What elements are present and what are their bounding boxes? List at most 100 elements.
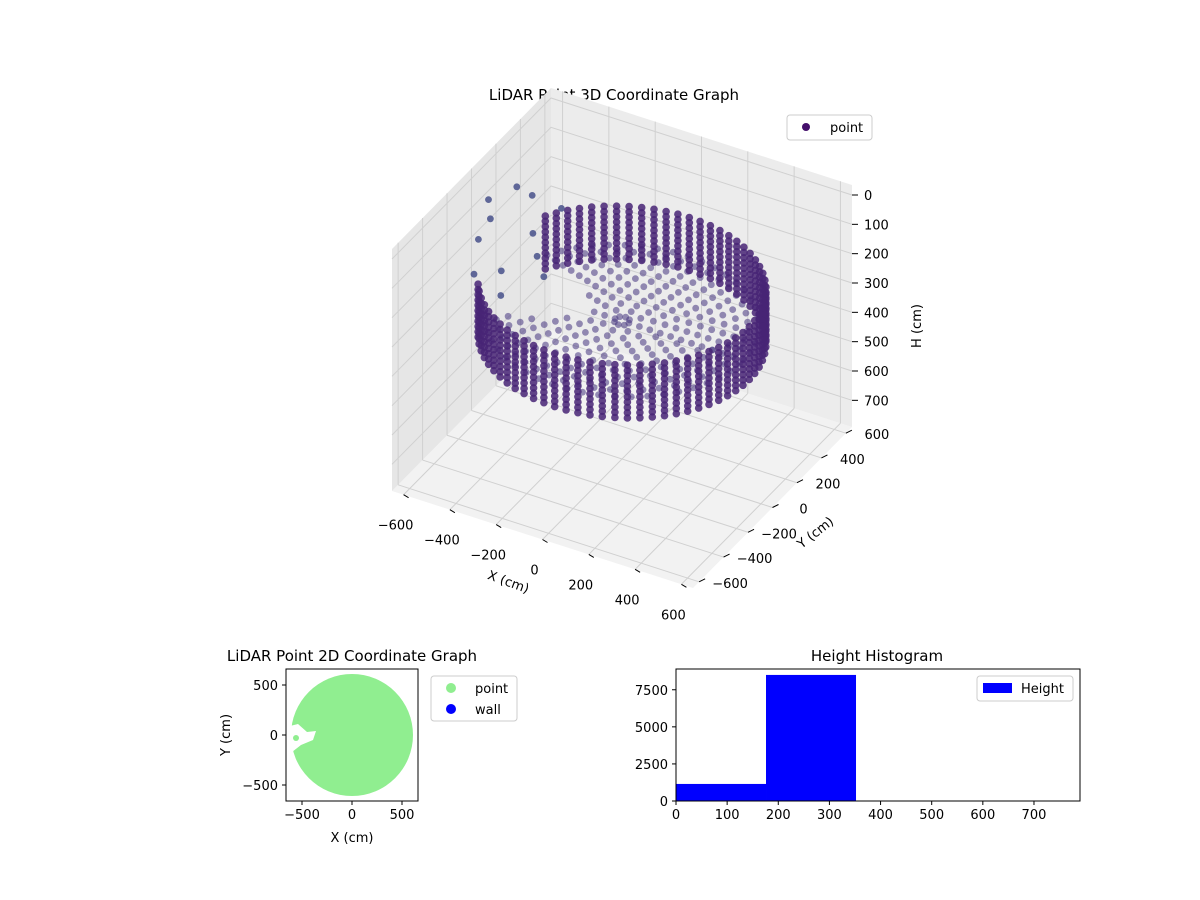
point-ring [637, 235, 646, 244]
x-tick-label-3d: 200 [568, 578, 593, 593]
point-ring [598, 359, 607, 368]
point-ring [714, 380, 723, 389]
ticks-histogram: 0 100 200 300 400 500 600 700 0 2500 5000 7500 [635, 684, 1046, 823]
point-ring [637, 203, 646, 212]
point-ring [674, 221, 682, 229]
point-ring [477, 294, 486, 302]
gridline-y-floor [422, 459, 724, 558]
point-ring [540, 388, 548, 397]
point-floor [662, 268, 670, 275]
point-floor [708, 317, 716, 325]
point-floor [592, 282, 599, 290]
point-ring [733, 258, 741, 267]
point-ring [706, 253, 715, 262]
point-ring [625, 202, 633, 211]
point-ring [529, 341, 538, 350]
point-floor [619, 334, 627, 342]
z-tick-label-3d: 300 [864, 277, 889, 292]
point-floor [647, 278, 655, 285]
x-tick-label-3d: −600 [378, 519, 414, 534]
point-ring [685, 234, 694, 243]
point-floor [645, 309, 652, 316]
point-ring [731, 339, 740, 348]
point-floor [696, 313, 704, 321]
y-axis-label-3d: Y (cm) [794, 514, 837, 552]
point-ring [625, 250, 633, 258]
gridline-y-floor [544, 335, 847, 434]
point-ring [612, 212, 621, 221]
point-ring [586, 390, 594, 398]
point-ring [623, 387, 632, 396]
point-floor [620, 321, 628, 329]
point-ring [733, 242, 741, 251]
point-ring [662, 234, 670, 242]
point-ring [562, 379, 570, 388]
histogram-bars [676, 674, 857, 801]
y-tick-label-3d: 200 [816, 478, 841, 493]
point-ring [541, 233, 550, 241]
point-floor [644, 345, 652, 352]
point-ring [611, 382, 619, 390]
point-ring [540, 372, 548, 381]
point-ring [541, 249, 550, 257]
y-tick-label-histogram: 7500 [635, 684, 668, 699]
point-floor [575, 272, 583, 280]
point-floor [720, 320, 728, 328]
point-ring [552, 246, 561, 254]
x-tick-label-3d: −200 [470, 549, 506, 564]
point-ring [636, 398, 644, 406]
y-tick-label-histogram: 2500 [635, 758, 668, 773]
point-floor [631, 262, 638, 269]
point-ring [587, 224, 596, 232]
point-floor [700, 286, 708, 294]
point-ring [694, 393, 703, 402]
title-histogram: Height Histogram [811, 647, 943, 665]
point-ring [636, 371, 644, 380]
point-floor [628, 347, 636, 355]
point-ring [705, 384, 713, 393]
point-ring [739, 349, 747, 358]
point-floor [683, 328, 691, 335]
legend-histogram: Height [976, 675, 1074, 702]
point-ring [474, 280, 482, 289]
point-ring [552, 256, 561, 265]
point-floor [661, 321, 669, 329]
point-ring [725, 242, 733, 251]
point-ring [696, 259, 704, 268]
point-ring [716, 274, 724, 282]
point-ring [611, 413, 619, 422]
point-ring [529, 368, 538, 376]
point-floor [552, 338, 559, 346]
point-ring [475, 287, 483, 295]
point-ring [623, 377, 632, 385]
point-ring [672, 409, 681, 418]
point-ring [563, 233, 572, 241]
y-tick-label-2d: 500 [253, 679, 278, 694]
point-floor [519, 327, 527, 335]
point-ring [733, 263, 741, 272]
point-ring [600, 202, 608, 211]
point-floor [647, 264, 655, 272]
y-tick-label-3d: 400 [840, 453, 865, 468]
point-ring [636, 408, 644, 417]
point-ring [637, 230, 646, 238]
gridline-y-floor [446, 434, 749, 533]
point-ring [746, 254, 754, 263]
point-ring [600, 207, 608, 216]
point-ring [714, 386, 723, 394]
x-tick-3d [403, 494, 409, 499]
point-ring [759, 322, 767, 330]
point-ring [586, 400, 594, 409]
point-ring [674, 242, 682, 250]
point-floor [603, 332, 611, 340]
point-ring [587, 203, 596, 211]
point-floor [633, 302, 641, 310]
x-tick-label-histogram: 400 [868, 808, 893, 823]
point-ring [723, 376, 732, 384]
point-ring [529, 378, 538, 387]
point-ring [611, 360, 619, 369]
point-ring [637, 246, 646, 254]
point-ring [750, 369, 759, 378]
legend-label-point-3d: point [830, 121, 863, 136]
point-ring [637, 214, 646, 222]
